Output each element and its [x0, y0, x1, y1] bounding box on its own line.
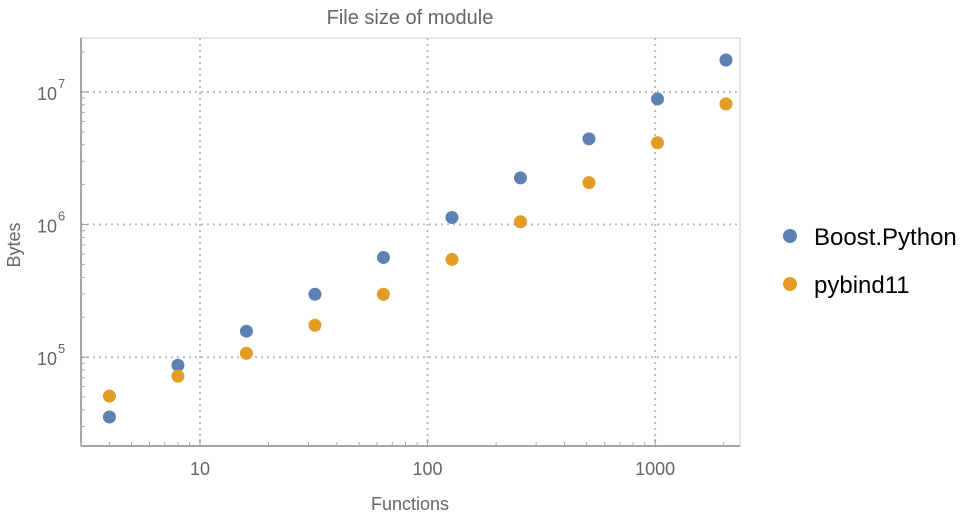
legend-label: Boost.Python: [814, 224, 957, 251]
data-point-boost-python: [239, 324, 253, 338]
x-tick-label: 1000: [635, 459, 675, 479]
data-point-pybind11: [102, 389, 116, 403]
data-point-boost-python: [445, 211, 459, 225]
plot-border: [80, 37, 741, 447]
data-point-pybind11: [376, 287, 390, 301]
data-point-pybind11: [171, 369, 185, 383]
data-point-boost-python: [376, 250, 390, 264]
data-point-boost-python: [719, 53, 733, 67]
data-point-boost-python: [308, 287, 322, 301]
y-tick-label: 10: [37, 84, 57, 104]
y-tick-exponent: 5: [58, 341, 65, 356]
y-tick-exponent: 7: [58, 76, 65, 91]
data-point-boost-python: [650, 92, 664, 106]
data-point-boost-python: [171, 358, 185, 372]
data-point-boost-python: [102, 410, 116, 424]
legend-marker: [783, 229, 797, 243]
data-point-pybind11: [513, 215, 527, 229]
chart-title: File size of module: [327, 7, 494, 29]
data-point-boost-python: [513, 171, 527, 185]
legend: Boost.Python pybind11: [783, 224, 957, 299]
data-point-pybind11: [650, 136, 664, 150]
y-tick-label: 10: [37, 217, 57, 237]
data-point-boost-python: [582, 132, 596, 146]
grid: [81, 38, 740, 446]
data-point-pybind11: [445, 252, 459, 266]
data-point-pybind11: [308, 318, 322, 332]
x-tick-label: 10: [190, 459, 210, 479]
y-tick-exponent: 6: [58, 209, 65, 224]
plot-frame: [80, 37, 741, 447]
legend-marker: [783, 277, 797, 291]
x-tick-label: 100: [413, 459, 443, 479]
data-points: [102, 53, 733, 424]
data-point-pybind11: [719, 97, 733, 111]
data-point-pybind11: [582, 176, 596, 190]
y-axis-label: Bytes: [4, 222, 24, 267]
data-point-pybind11: [239, 346, 253, 360]
y-tick-label: 10: [37, 349, 57, 369]
x-axis-label: Functions: [371, 494, 449, 513]
legend-label: pybind11: [814, 272, 910, 299]
